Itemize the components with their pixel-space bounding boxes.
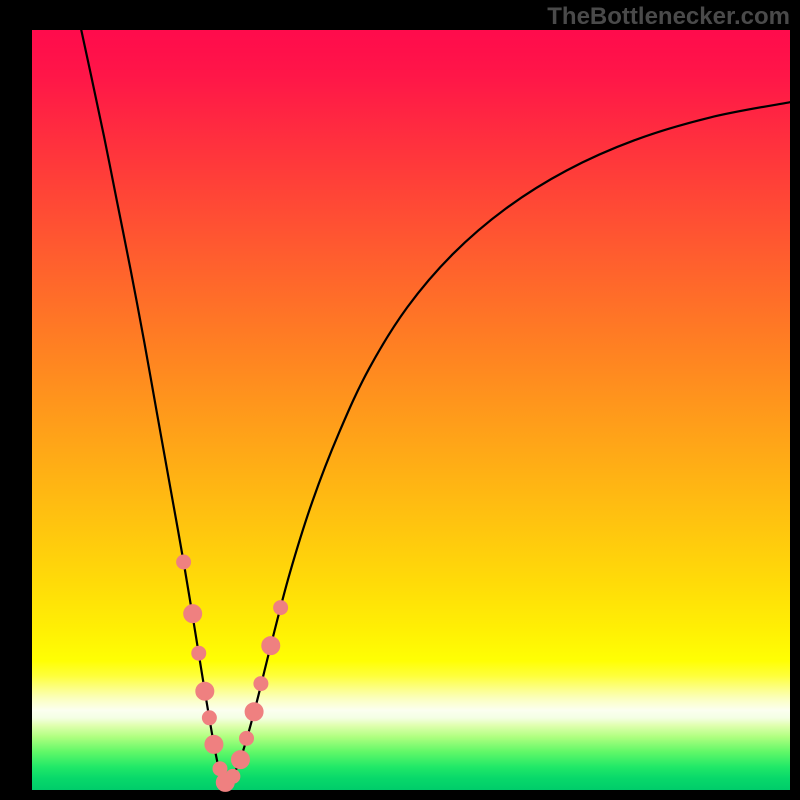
curve-marker <box>240 731 254 745</box>
curve-marker <box>262 637 280 655</box>
curve-marker <box>196 682 214 700</box>
curve-marker <box>205 735 223 753</box>
plot-gradient-background <box>32 30 790 790</box>
curve-marker <box>192 646 206 660</box>
watermark-text: TheBottlenecker.com <box>547 3 790 31</box>
curve-marker <box>226 769 240 783</box>
curve-marker <box>184 605 202 623</box>
curve-marker <box>202 711 216 725</box>
curve-marker <box>245 703 263 721</box>
curve-marker <box>274 601 288 615</box>
chart-root: TheBottlenecker.com <box>0 0 800 800</box>
curve-marker <box>254 677 268 691</box>
curve-marker <box>177 555 191 569</box>
curve-marker <box>231 751 249 769</box>
chart-svg <box>0 0 800 800</box>
